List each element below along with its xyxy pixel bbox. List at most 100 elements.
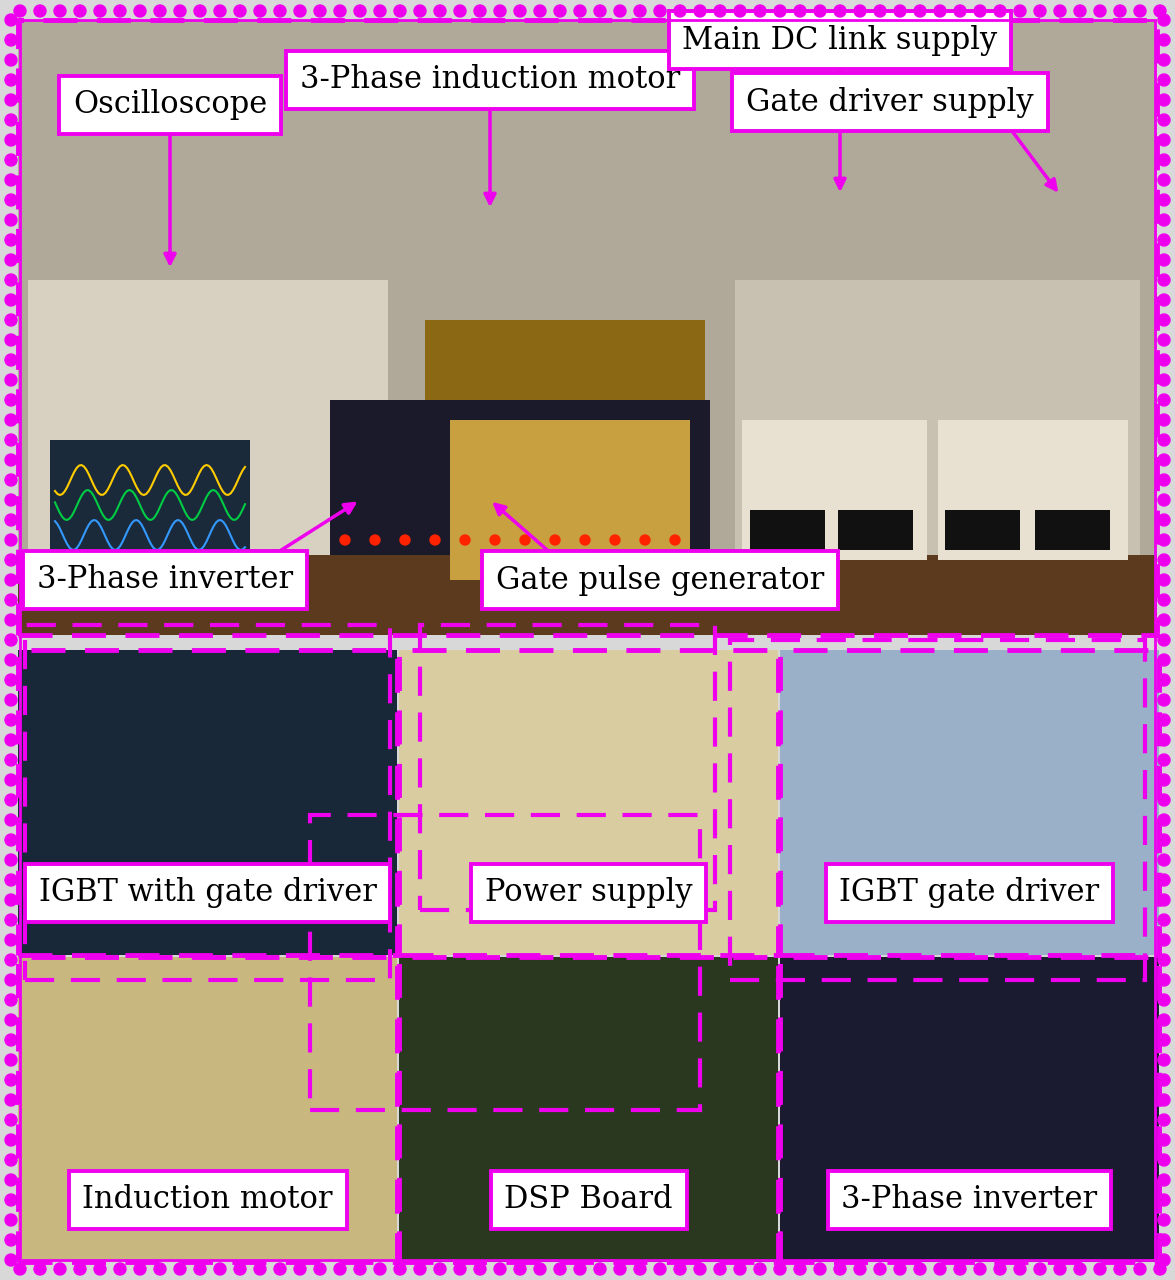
- Circle shape: [533, 1263, 546, 1275]
- Circle shape: [454, 1263, 466, 1275]
- Text: 3-Phase inverter: 3-Phase inverter: [841, 1184, 1097, 1216]
- Circle shape: [914, 5, 926, 17]
- Circle shape: [1159, 1134, 1170, 1146]
- Circle shape: [294, 1263, 306, 1275]
- Circle shape: [5, 634, 16, 646]
- Circle shape: [1159, 573, 1170, 586]
- Circle shape: [1159, 454, 1170, 466]
- Circle shape: [5, 733, 16, 746]
- Circle shape: [5, 195, 16, 206]
- Circle shape: [434, 1263, 446, 1275]
- Circle shape: [1159, 1234, 1170, 1245]
- Circle shape: [394, 5, 407, 17]
- Circle shape: [5, 1074, 16, 1085]
- Circle shape: [1159, 174, 1170, 186]
- Circle shape: [274, 1263, 286, 1275]
- Circle shape: [5, 355, 16, 366]
- Circle shape: [5, 114, 16, 125]
- Circle shape: [294, 5, 306, 17]
- Circle shape: [1159, 694, 1170, 707]
- Circle shape: [434, 5, 446, 17]
- Text: 3-Phase inverter: 3-Phase inverter: [36, 564, 293, 595]
- Circle shape: [214, 5, 226, 17]
- Circle shape: [54, 1263, 66, 1275]
- Circle shape: [513, 5, 526, 17]
- Circle shape: [5, 434, 16, 445]
- Circle shape: [1159, 494, 1170, 506]
- Circle shape: [734, 1263, 746, 1275]
- Circle shape: [1159, 1155, 1170, 1166]
- Circle shape: [1159, 314, 1170, 326]
- Circle shape: [374, 5, 387, 17]
- Circle shape: [5, 74, 16, 86]
- Circle shape: [1159, 814, 1170, 826]
- Bar: [18, 957, 397, 1262]
- Circle shape: [1159, 794, 1170, 806]
- Circle shape: [94, 5, 106, 17]
- Circle shape: [5, 774, 16, 786]
- Circle shape: [1159, 1174, 1170, 1187]
- Circle shape: [5, 394, 16, 406]
- Circle shape: [934, 1263, 946, 1275]
- Circle shape: [1159, 974, 1170, 986]
- Circle shape: [1159, 1014, 1170, 1027]
- Circle shape: [5, 174, 16, 186]
- Circle shape: [174, 5, 186, 17]
- Circle shape: [1159, 1034, 1170, 1046]
- Circle shape: [553, 5, 566, 17]
- Circle shape: [1134, 1263, 1146, 1275]
- Bar: [945, 509, 1020, 550]
- Circle shape: [5, 54, 16, 67]
- Circle shape: [1154, 5, 1166, 17]
- Circle shape: [5, 534, 16, 547]
- Text: Gate driver supply: Gate driver supply: [746, 87, 1034, 118]
- Circle shape: [5, 835, 16, 846]
- Circle shape: [1159, 714, 1170, 726]
- Circle shape: [1159, 374, 1170, 387]
- Circle shape: [1159, 774, 1170, 786]
- Circle shape: [5, 234, 16, 246]
- Circle shape: [1159, 234, 1170, 246]
- Circle shape: [974, 5, 986, 17]
- Circle shape: [954, 5, 966, 17]
- Circle shape: [414, 1263, 427, 1275]
- Circle shape: [1159, 1254, 1170, 1266]
- Circle shape: [1159, 253, 1170, 266]
- Circle shape: [714, 1263, 726, 1275]
- Text: Main DC link supply: Main DC link supply: [683, 24, 998, 55]
- Circle shape: [553, 1263, 566, 1275]
- Bar: [400, 957, 778, 1262]
- Bar: [400, 650, 778, 955]
- Bar: [310, 815, 700, 1110]
- Circle shape: [994, 5, 1006, 17]
- Circle shape: [854, 5, 866, 17]
- Circle shape: [494, 1263, 506, 1275]
- Circle shape: [314, 1263, 325, 1275]
- Circle shape: [1034, 5, 1046, 17]
- Circle shape: [5, 714, 16, 726]
- Circle shape: [214, 1263, 226, 1275]
- Bar: [938, 420, 1128, 561]
- Bar: [425, 320, 705, 600]
- Circle shape: [1159, 654, 1170, 666]
- Circle shape: [1074, 5, 1086, 17]
- Bar: [419, 625, 716, 910]
- Circle shape: [494, 5, 506, 17]
- Circle shape: [550, 535, 560, 545]
- Circle shape: [1159, 954, 1170, 966]
- Circle shape: [134, 1263, 146, 1275]
- Circle shape: [5, 253, 16, 266]
- Circle shape: [354, 5, 365, 17]
- Circle shape: [5, 854, 16, 867]
- Circle shape: [5, 675, 16, 686]
- Circle shape: [1159, 1213, 1170, 1226]
- Circle shape: [834, 1263, 846, 1275]
- Circle shape: [414, 5, 427, 17]
- Circle shape: [1034, 1263, 1046, 1275]
- Circle shape: [1159, 1094, 1170, 1106]
- Circle shape: [194, 5, 206, 17]
- Circle shape: [533, 5, 546, 17]
- Circle shape: [5, 1254, 16, 1266]
- Circle shape: [774, 1263, 786, 1275]
- Circle shape: [674, 5, 686, 17]
